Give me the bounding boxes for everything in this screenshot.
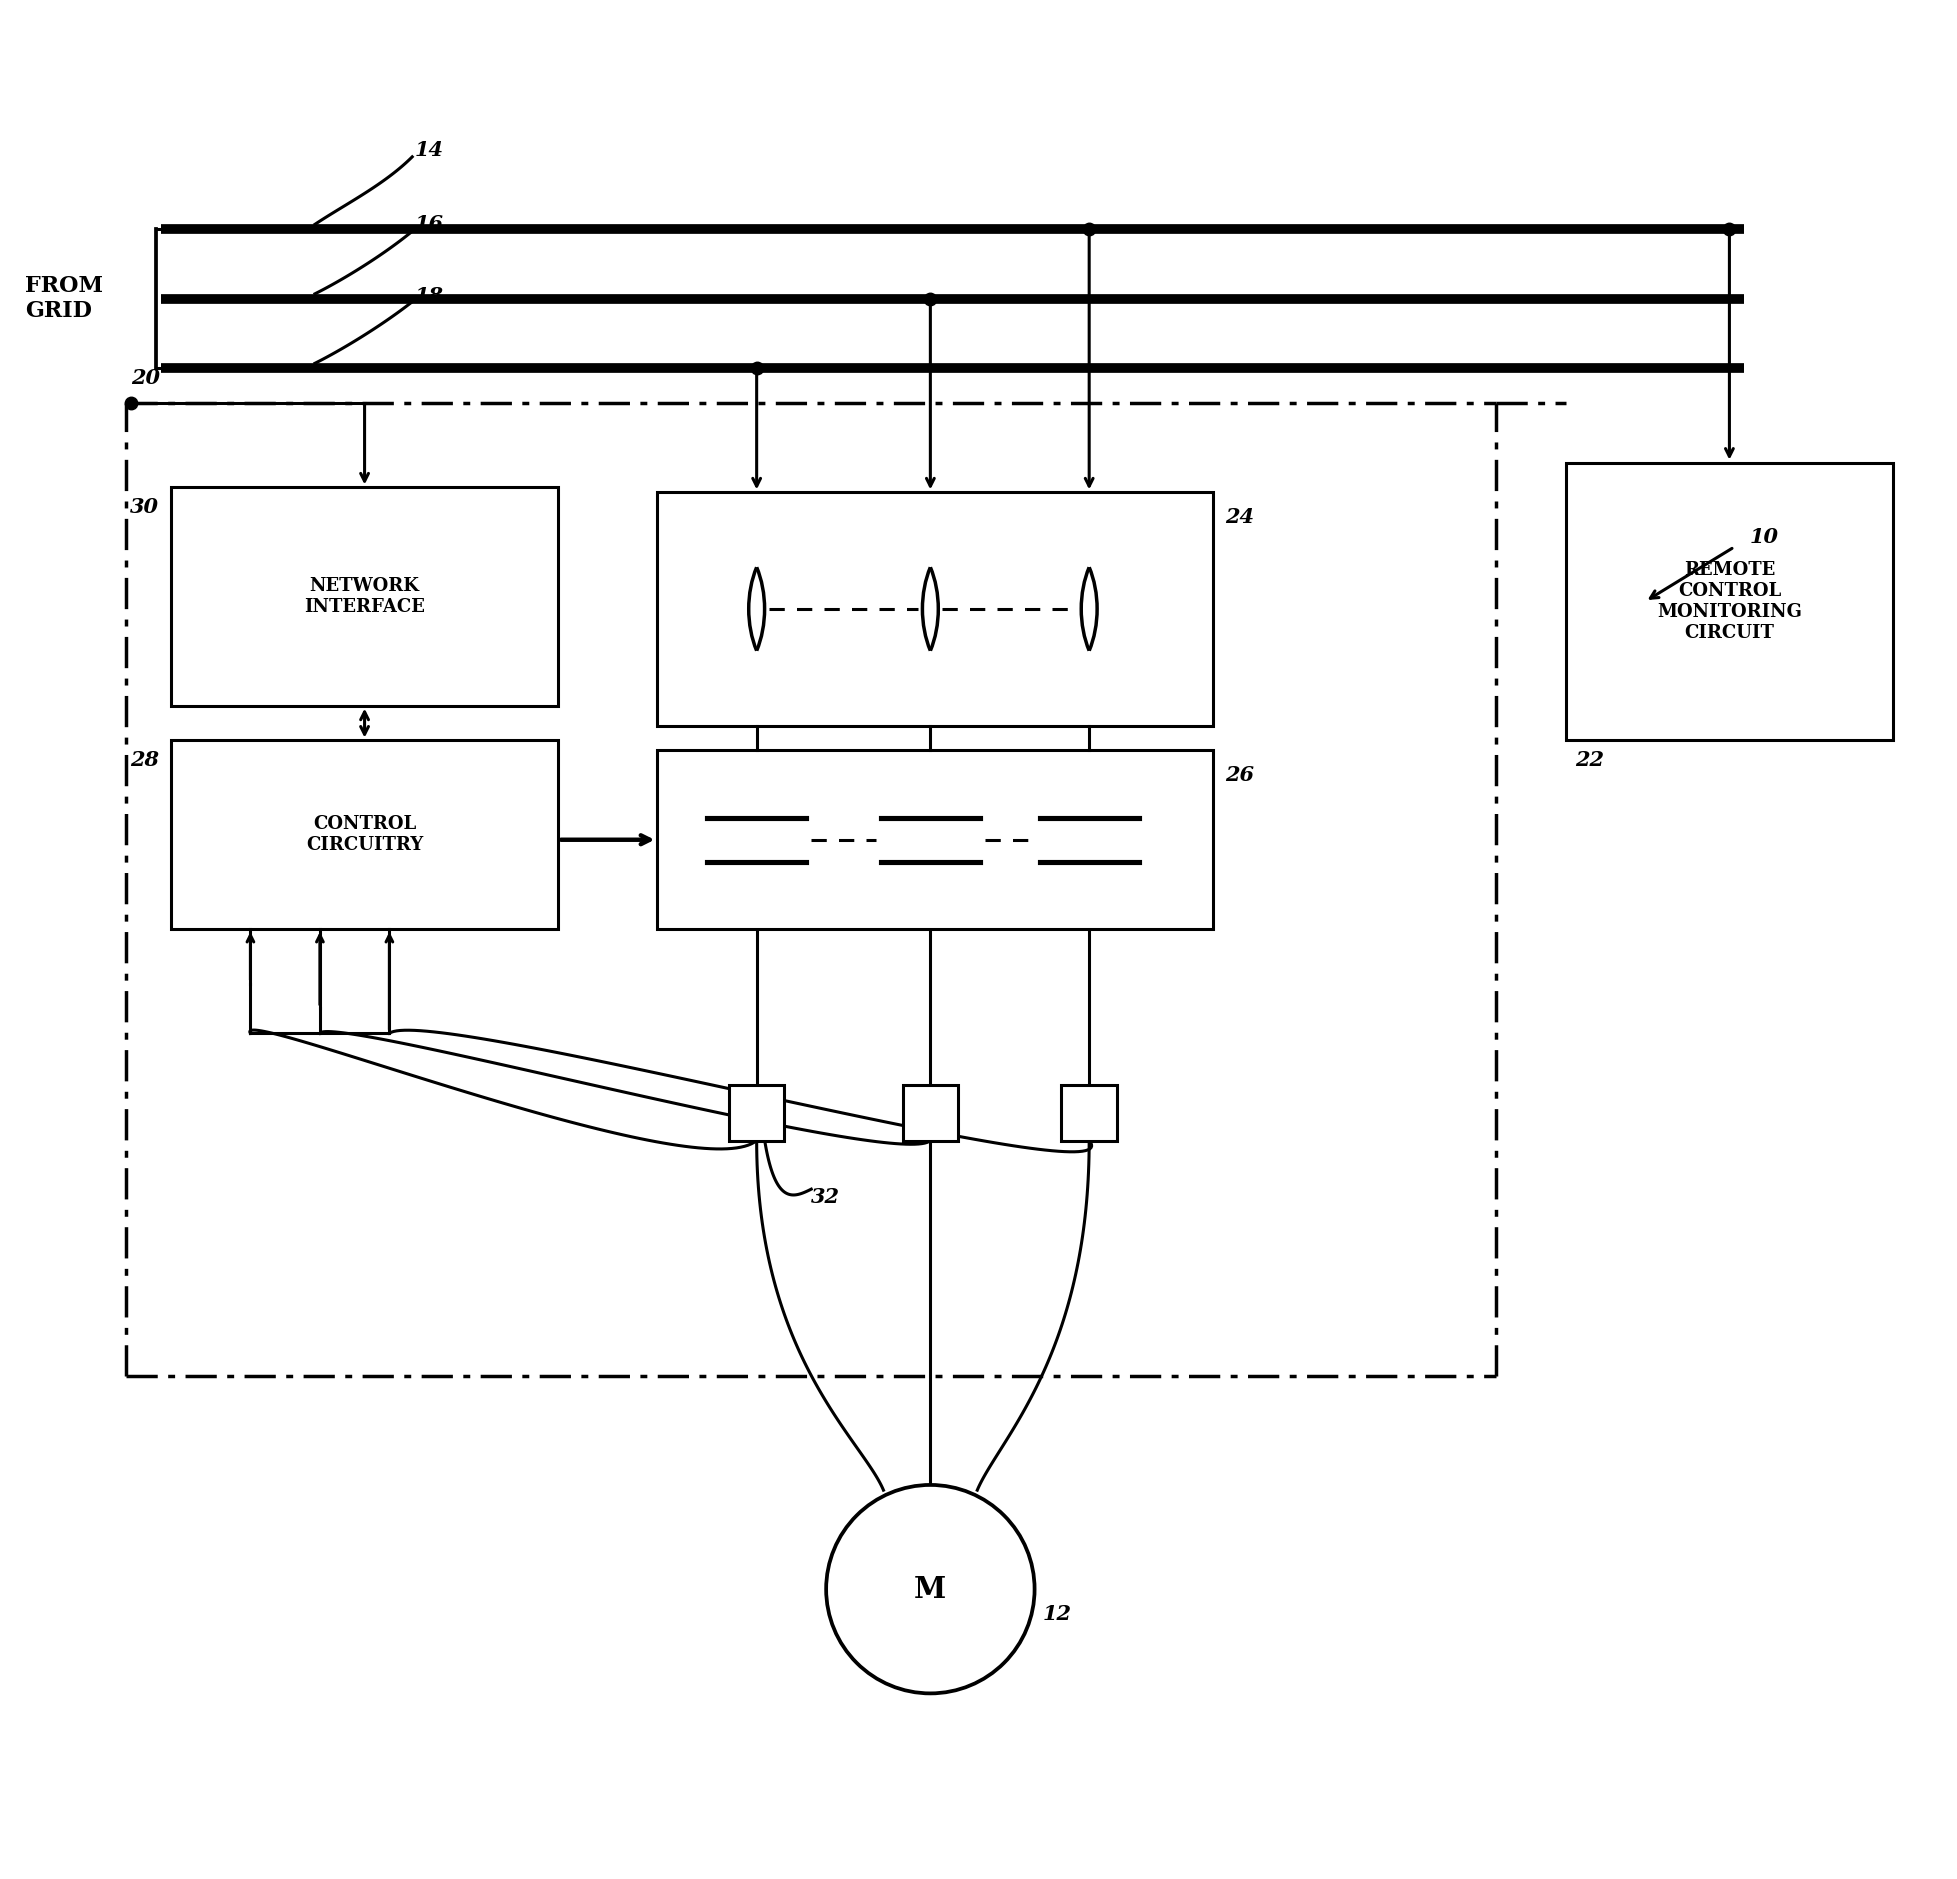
Text: 30: 30: [129, 498, 159, 517]
Text: 14: 14: [415, 139, 442, 160]
Bar: [658, 492, 1213, 725]
Text: 18: 18: [415, 286, 442, 306]
Text: 16: 16: [415, 214, 442, 235]
Text: CONTROL
CIRCUITRY: CONTROL CIRCUITRY: [305, 815, 423, 855]
Bar: [1566, 462, 1892, 740]
Text: 24: 24: [1225, 507, 1254, 528]
Bar: [1061, 1084, 1115, 1141]
Bar: [902, 1084, 957, 1141]
Text: 28: 28: [129, 750, 159, 770]
Circle shape: [826, 1484, 1033, 1693]
Bar: [170, 487, 558, 707]
Bar: [170, 740, 558, 928]
Bar: [728, 1084, 785, 1141]
Text: NETWORK
INTERFACE: NETWORK INTERFACE: [303, 577, 425, 616]
Text: 32: 32: [810, 1188, 840, 1206]
Text: 12: 12: [1041, 1605, 1070, 1623]
Text: M: M: [914, 1575, 945, 1603]
Text: 22: 22: [1575, 750, 1603, 770]
Text: REMOTE
CONTROL
MONITORING
CIRCUIT: REMOTE CONTROL MONITORING CIRCUIT: [1656, 562, 1800, 643]
Bar: [658, 750, 1213, 928]
Text: 26: 26: [1225, 765, 1254, 785]
Text: 20: 20: [131, 368, 160, 389]
Text: 10: 10: [1748, 526, 1777, 547]
Text: FROM
GRID: FROM GRID: [25, 274, 104, 323]
